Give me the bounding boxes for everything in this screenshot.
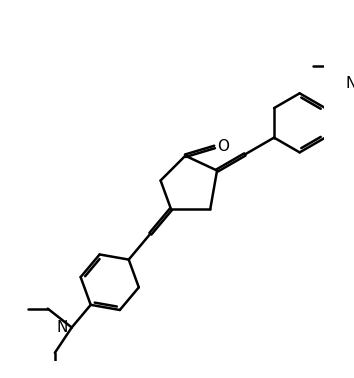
Text: N: N: [345, 76, 354, 91]
Text: O: O: [217, 139, 229, 155]
Text: N: N: [57, 320, 68, 335]
